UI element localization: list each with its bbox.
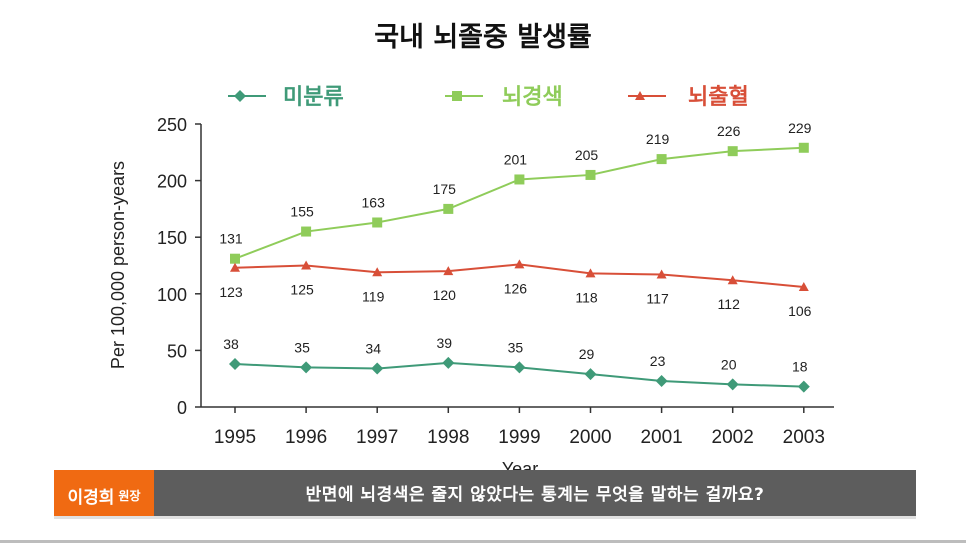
data-point-square [798, 142, 809, 153]
data-point-square [443, 203, 454, 214]
data-point-diamond [300, 361, 313, 374]
data-label: 18 [792, 359, 808, 375]
data-label: 229 [788, 120, 812, 136]
data-point-triangle [514, 259, 525, 269]
data-point-square [585, 169, 596, 180]
legend-entry: 뇌경색 [502, 85, 563, 110]
y-tick-label: 150 [157, 228, 187, 248]
data-point-square [301, 226, 312, 237]
data-label: 38 [223, 336, 239, 352]
data-label: 35 [294, 339, 310, 355]
x-tick-label: 2003 [783, 427, 825, 448]
data-point-square [452, 91, 462, 101]
data-label: 119 [362, 288, 385, 304]
data-label: 155 [290, 204, 314, 220]
y-tick-label: 250 [157, 115, 187, 135]
data-label: 106 [788, 303, 812, 319]
lower-third-banner: 이경희 원장 반면에 뇌경색은 줄지 않았다는 통계는 무엇을 말하는 걸까요? [54, 470, 916, 516]
data-point-diamond [797, 380, 810, 393]
data-label: 39 [437, 335, 453, 351]
data-label: 112 [718, 296, 741, 312]
y-tick-label: 100 [157, 285, 187, 305]
data-point-square [372, 217, 383, 228]
x-tick-label: 1998 [427, 427, 469, 448]
data-point-diamond [442, 356, 455, 369]
y-tick-label: 200 [157, 172, 187, 192]
data-label: 34 [365, 341, 381, 357]
data-label: 219 [646, 131, 670, 147]
data-point-triangle [635, 91, 645, 100]
data-point-triangle [798, 282, 809, 292]
data-label: 226 [717, 123, 741, 139]
presenter-title: 원장 [118, 488, 141, 503]
y-axis-label: Per 100,000 person-years [108, 161, 128, 369]
data-label: 175 [433, 181, 457, 197]
data-point-square [727, 146, 738, 157]
data-label: 201 [504, 151, 528, 167]
y-tick-label: 50 [167, 341, 187, 361]
data-label: 205 [575, 147, 599, 163]
data-point-triangle [443, 266, 454, 276]
x-tick-label: 1997 [356, 427, 398, 448]
data-label: 131 [219, 231, 243, 247]
data-point-triangle [585, 268, 596, 278]
frame-bottom-edge [0, 540, 966, 543]
chart-title: 국내 뇌졸중 발생률 [374, 22, 592, 53]
x-tick-label: 1995 [214, 427, 256, 448]
data-label: 125 [290, 282, 314, 298]
presenter-name: 이경희 [67, 487, 115, 508]
data-point-triangle [301, 260, 312, 270]
data-point-diamond [234, 90, 246, 102]
data-label: 117 [646, 291, 669, 307]
data-point-diamond [371, 362, 384, 375]
data-point-diamond [229, 357, 241, 370]
legend-entry: 미분류 [283, 85, 344, 110]
data-point-diamond [584, 368, 597, 381]
data-point-diamond [655, 374, 668, 387]
data-point-square [514, 174, 525, 185]
x-tick-label: 1996 [285, 427, 327, 448]
data-label: 120 [433, 287, 457, 303]
data-label: 163 [362, 194, 386, 210]
data-point-triangle [372, 267, 383, 277]
x-tick-label: 2000 [569, 427, 611, 448]
data-label: 20 [721, 356, 737, 372]
subtitle-caption: 반면에 뇌경색은 줄지 않았다는 통계는 무엇을 말하는 걸까요? [154, 470, 916, 516]
data-label: 123 [219, 284, 243, 300]
x-tick-label: 2001 [640, 427, 682, 448]
data-label: 29 [579, 346, 595, 362]
data-label: 35 [508, 339, 524, 355]
data-point-diamond [513, 361, 526, 374]
data-point-square [656, 154, 667, 165]
data-point-triangle [727, 275, 738, 285]
data-label: 126 [504, 280, 528, 296]
x-tick-label: 2002 [712, 427, 754, 448]
presenter-box: 이경희 원장 [54, 470, 154, 516]
legend-entry: 뇌출혈 [688, 85, 749, 110]
x-tick-label: 1999 [498, 427, 540, 448]
data-point-triangle [230, 262, 240, 272]
data-label: 23 [650, 353, 666, 369]
data-point-diamond [726, 378, 739, 391]
data-point-triangle [656, 269, 667, 279]
y-tick-label: 0 [177, 398, 187, 418]
data-point-square [230, 253, 240, 264]
data-label: 118 [575, 289, 598, 305]
